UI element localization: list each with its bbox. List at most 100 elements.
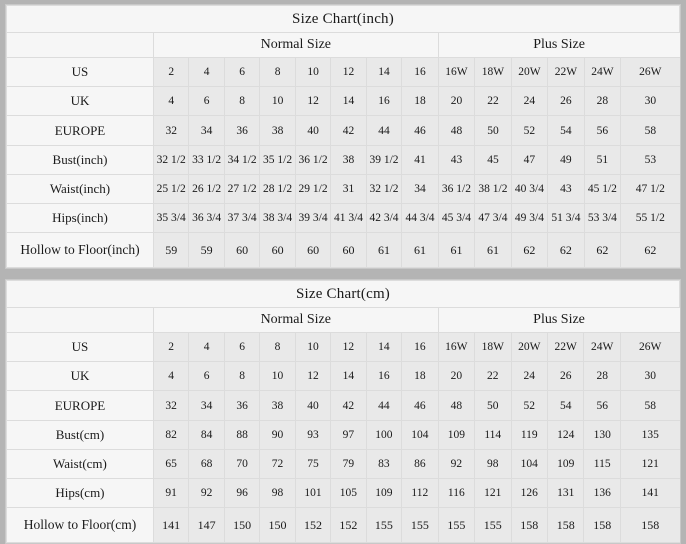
data-cell: 150: [259, 507, 296, 543]
data-cell: 61: [401, 232, 439, 268]
data-cell: 24W: [583, 332, 621, 362]
data-cell: 47: [510, 145, 549, 175]
data-cell: 98: [474, 449, 512, 479]
data-cell: 38: [330, 145, 367, 175]
data-cell: 104: [401, 420, 439, 450]
table-row: US 2 4 6 8 10 12 14 16 16W 18W 20W 22W 24W 26W: [6, 332, 680, 362]
data-cell: 34 1/2: [223, 145, 261, 175]
data-cell: 37 3/4: [223, 203, 261, 233]
data-cell: 90: [259, 420, 296, 450]
data-cell: 86: [401, 449, 439, 479]
table-row: Hollow to Floor(inch) 59 59 60 60 60 60 61 61 61 6…: [6, 232, 680, 268]
row-label: Hips(cm): [6, 478, 154, 508]
title-row: Size Chart(cm): [6, 280, 680, 308]
data-cell: 43: [547, 174, 585, 204]
row-label: US: [6, 57, 154, 87]
table-row: Waist(cm) 65 68 70 72 75 79 83 86 92 98 104 109 115 12…: [6, 449, 680, 479]
row-label: US: [6, 332, 154, 362]
data-cell: 96: [223, 478, 261, 508]
table-row: Bust(inch) 32 1/2 33 1/2 34 1/2 35 1/2 36 1/2…: [6, 145, 680, 175]
data-cell: 26W: [619, 332, 680, 362]
data-cell: 26 1/2: [188, 174, 225, 204]
data-cell: 34: [401, 174, 439, 204]
data-cell: 70: [223, 449, 261, 479]
data-cell: 2: [152, 57, 190, 87]
data-cell: 38: [259, 390, 296, 421]
data-cell: 4: [152, 361, 190, 391]
data-cell: 27 1/2: [223, 174, 261, 204]
data-cell: 4: [188, 57, 225, 87]
data-cell: 47 1/2: [620, 174, 680, 204]
data-cell: 28: [583, 361, 621, 391]
data-cell: 61: [437, 232, 476, 268]
data-cell: 32 1/2: [365, 174, 403, 204]
data-cell: 56: [583, 390, 621, 421]
data-cell: 40 3/4: [510, 174, 549, 204]
data-cell: 36 1/2: [437, 174, 476, 204]
data-cell: 43: [437, 145, 476, 175]
data-cell: 30: [620, 86, 680, 116]
data-cell: 42: [330, 390, 367, 421]
data-cell: 45 1/2: [583, 174, 622, 204]
data-cell: 4: [152, 86, 190, 116]
data-cell: 24W: [583, 57, 622, 87]
data-cell: 34: [188, 390, 225, 421]
group-header-spacer: [6, 307, 154, 333]
table-row: EUROPE 32 34 36 38 40 42 44 46 48 50 52 54 56 58: [6, 115, 680, 146]
data-cell: 88: [223, 420, 261, 450]
data-cell: 44 3/4: [401, 203, 439, 233]
data-cell: 16: [365, 361, 403, 391]
data-cell: 59: [188, 232, 225, 268]
data-cell: 38 1/2: [474, 174, 512, 204]
data-cell: 62: [620, 232, 680, 268]
group-header-row: Normal Size Plus Size: [6, 32, 680, 58]
row-label: EUROPE: [6, 115, 154, 146]
data-cell: 119: [510, 420, 548, 450]
data-cell: 12: [330, 57, 367, 87]
data-cell: 158: [583, 507, 621, 543]
data-cell: 36: [223, 115, 261, 146]
data-cell: 93: [294, 420, 332, 450]
data-cell: 83: [365, 449, 403, 479]
group-header-normal-size: Normal Size: [152, 32, 439, 58]
data-cell: 98: [259, 478, 296, 508]
data-cell: 44: [365, 390, 403, 421]
data-cell: 82: [152, 420, 190, 450]
data-cell: 60: [294, 232, 332, 268]
data-cell: 32: [152, 390, 190, 421]
data-cell: 59: [152, 232, 190, 268]
data-cell: 52: [510, 115, 549, 146]
group-header-row: Normal Size Plus Size: [6, 307, 680, 333]
data-cell: 130: [583, 420, 621, 450]
data-cell: 152: [330, 507, 367, 543]
data-cell: 31: [330, 174, 367, 204]
data-cell: 28 1/2: [259, 174, 296, 204]
table-row: Hips(inch) 35 3/4 36 3/4 37 3/4 38 3/4 39 3/4…: [6, 203, 680, 233]
data-cell: 16: [365, 86, 403, 116]
data-cell: 41 3/4: [330, 203, 367, 233]
data-cell: 28: [583, 86, 622, 116]
data-cell: 8: [259, 57, 296, 87]
data-cell: 42 3/4: [365, 203, 403, 233]
table-row: Waist(inch) 25 1/2 26 1/2 27 1/2 28 1/2 29 1/…: [6, 174, 680, 204]
data-cell: 38 3/4: [259, 203, 296, 233]
data-cell: 62: [583, 232, 622, 268]
data-cell: 6: [223, 332, 261, 362]
data-cell: 61: [474, 232, 512, 268]
title-row: Size Chart(inch): [6, 5, 680, 33]
size-chart-cm-body: Size Chart(cm) Normal Size Plus Size US 2 4 6 8…: [6, 280, 680, 543]
data-cell: 50: [474, 390, 512, 421]
data-cell: 147: [188, 507, 225, 543]
data-cell: 36: [223, 390, 261, 421]
data-cell: 115: [583, 449, 621, 479]
data-cell: 29 1/2: [294, 174, 332, 204]
size-chart-cm-block: Size Chart(cm) Normal Size Plus Size US 2 4 6 8…: [5, 279, 681, 544]
group-header-plus-size: Plus Size: [437, 307, 680, 333]
data-cell: 47 3/4: [474, 203, 512, 233]
data-cell: 16: [401, 57, 439, 87]
data-cell: 33 1/2: [188, 145, 225, 175]
data-cell: 49: [547, 145, 585, 175]
data-cell: 32 1/2: [152, 145, 190, 175]
group-header-spacer: [6, 32, 154, 58]
data-cell: 112: [401, 478, 439, 508]
